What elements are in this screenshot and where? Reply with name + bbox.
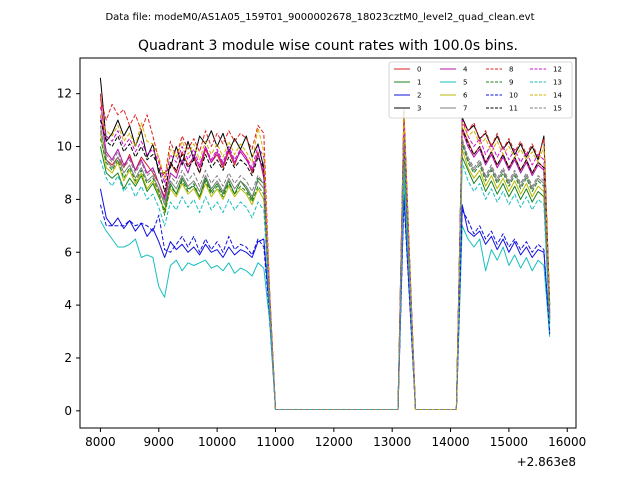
x-offset-label: +2.863e8 bbox=[517, 455, 576, 469]
y-tick-label: 0 bbox=[64, 404, 72, 418]
legend-label: 6 bbox=[463, 92, 468, 100]
legend-label: 15 bbox=[553, 105, 562, 113]
x-axis: 8000 9000 10000 11000 12000 13000 14000 15000 16… bbox=[85, 428, 586, 449]
series-layer bbox=[99, 77, 551, 410]
legend-label: 0 bbox=[417, 66, 421, 74]
series-line-2 bbox=[99, 188, 551, 410]
legend-label: 5 bbox=[463, 79, 467, 87]
x-tick-label: 10000 bbox=[198, 435, 236, 449]
x-tick-label: 14000 bbox=[431, 435, 469, 449]
chart-title: Quadrant 3 module wise count rates with … bbox=[138, 38, 518, 54]
plot-area bbox=[79, 57, 577, 429]
legend-label: 7 bbox=[463, 105, 467, 113]
y-tick-label: 6 bbox=[64, 245, 72, 259]
x-tick-label: 9000 bbox=[144, 435, 175, 449]
x-tick-label: 11000 bbox=[256, 435, 294, 449]
legend-label: 8 bbox=[509, 66, 513, 74]
legend-label: 10 bbox=[509, 92, 518, 100]
x-tick-label: 16000 bbox=[548, 435, 586, 449]
series-line-15 bbox=[99, 130, 551, 410]
y-tick-label: 12 bbox=[57, 87, 72, 101]
legend-label: 9 bbox=[509, 79, 513, 87]
legend-label: 2 bbox=[417, 92, 421, 100]
legend-label: 1 bbox=[417, 79, 421, 87]
figure-suptitle: Data file: modeM0/AS1A05_159T01_90000026… bbox=[105, 12, 534, 23]
legend-label: 12 bbox=[553, 66, 562, 74]
legend-label: 13 bbox=[553, 79, 562, 87]
y-axis: 0 2 4 6 8 10 12 bbox=[57, 87, 80, 418]
axes-frame bbox=[79, 57, 577, 429]
series-line-11 bbox=[99, 119, 551, 410]
x-tick-label: 8000 bbox=[85, 435, 116, 449]
y-tick-label: 10 bbox=[57, 140, 72, 154]
y-tick-label: 2 bbox=[64, 351, 72, 365]
series-line-10 bbox=[99, 198, 551, 410]
legend-label: 11 bbox=[509, 105, 518, 113]
y-tick-label: 4 bbox=[64, 298, 72, 312]
legend-label: 3 bbox=[417, 105, 421, 113]
x-tick-label: 12000 bbox=[315, 435, 353, 449]
legend-label: 14 bbox=[553, 92, 562, 100]
legend-box bbox=[388, 61, 573, 119]
x-tick-label: 15000 bbox=[490, 435, 528, 449]
series-line-6 bbox=[99, 133, 551, 410]
y-tick-label: 8 bbox=[64, 192, 72, 206]
series-line-3 bbox=[99, 77, 551, 410]
x-tick-label: 13000 bbox=[373, 435, 411, 449]
legend-label: 4 bbox=[463, 66, 468, 74]
